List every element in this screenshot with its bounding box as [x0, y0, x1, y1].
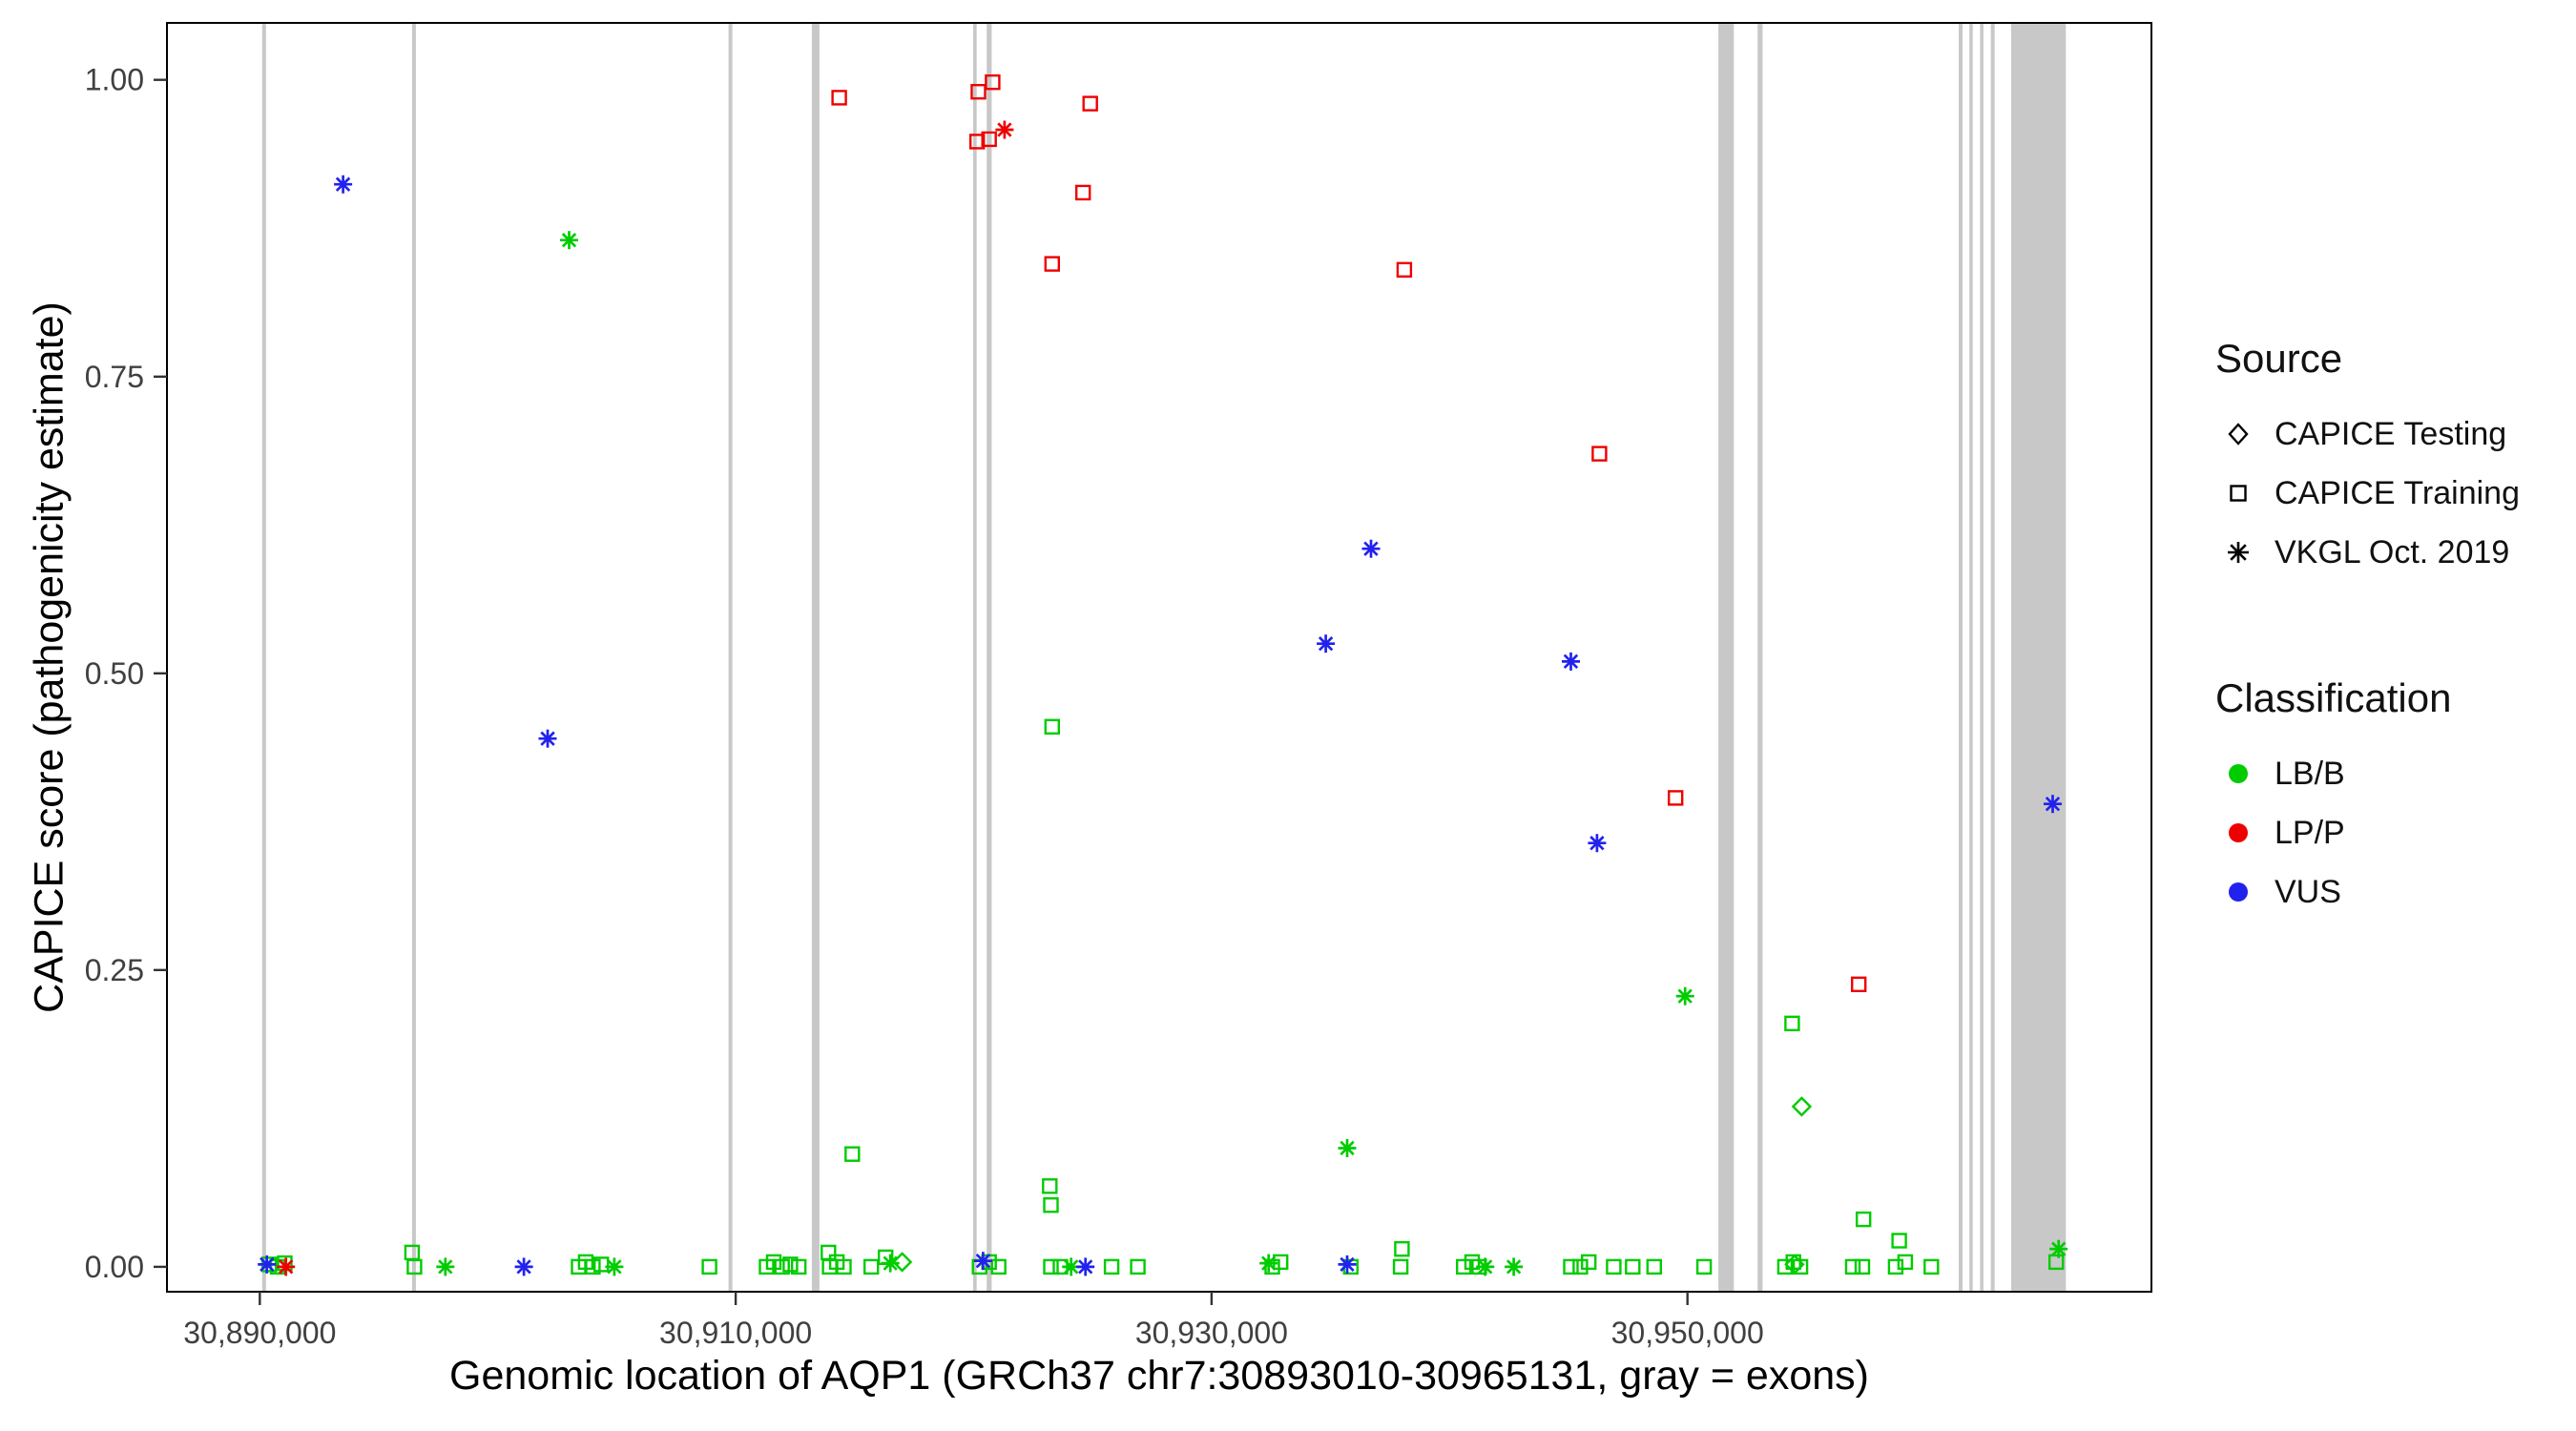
plot-panel-border	[166, 22, 2152, 1293]
exon-bars	[261, 23, 2067, 1292]
asterisk-icon	[2215, 529, 2261, 575]
svg-text:30,890,000: 30,890,000	[183, 1316, 336, 1350]
svg-text:0.25: 0.25	[85, 953, 144, 987]
legend-item-lpp: LP/P	[2215, 803, 2520, 862]
square-icon	[2215, 470, 2261, 516]
legend-item-capice-testing: CAPICE Testing	[2215, 404, 2520, 464]
lpp-dot-icon	[2215, 810, 2261, 856]
x-axis-title: Genomic location of AQP1 (GRCh37 chr7:30…	[449, 1353, 1869, 1399]
legend-item-label: VUS	[2275, 873, 2341, 910]
svg-text:30,950,000: 30,950,000	[1611, 1316, 1764, 1350]
series-1	[261, 718, 2065, 1275]
series-4	[277, 120, 1014, 1276]
svg-text:0.00: 0.00	[85, 1250, 144, 1284]
legend-item-label: VKGL Oct. 2019	[2275, 533, 2510, 570]
legend-item-label: CAPICE Testing	[2275, 415, 2507, 452]
y-axis: 0.00 0.25 0.50 0.75 1.00	[85, 63, 167, 1284]
svg-text:0.50: 0.50	[85, 656, 144, 691]
series-2	[831, 73, 1867, 993]
legend-source-title: Source	[2215, 336, 2343, 381]
diamond-icon	[2215, 411, 2261, 457]
vus-dot-icon	[2215, 869, 2261, 915]
svg-text:0.75: 0.75	[85, 360, 144, 394]
legend-classification-title: Classification	[2215, 675, 2452, 720]
legend-item-label: LP/P	[2275, 814, 2345, 851]
svg-text:1.00: 1.00	[85, 63, 144, 97]
lbb-dot-icon	[2215, 751, 2261, 797]
legend-section-classification: Classification LB/B LP/P VUS	[2215, 675, 2520, 922]
y-axis-title: CAPICE score (pathogenicity estimate)	[26, 301, 73, 1013]
series-3	[436, 231, 2068, 1276]
svg-text:30,910,000: 30,910,000	[659, 1316, 812, 1350]
x-axis: 30,890,000 30,910,000 30,930,000 30,950,000	[183, 1292, 1764, 1350]
svg-text:30,930,000: 30,930,000	[1135, 1316, 1288, 1350]
legend-item-label: LB/B	[2275, 755, 2345, 792]
legend-item-capice-training: CAPICE Training	[2215, 464, 2520, 523]
legend-item-vkgl: VKGL Oct. 2019	[2215, 523, 2520, 582]
legend: Source CAPICE Testing CAPICE Training	[2215, 336, 2520, 922]
legend-item-vus: VUS	[2215, 862, 2520, 922]
series-5	[258, 175, 2062, 1276]
legend-item-label: CAPICE Training	[2275, 474, 2520, 511]
series-0	[891, 1096, 1813, 1275]
legend-section-source: Source CAPICE Testing CAPICE Training	[2215, 336, 2520, 582]
legend-item-lbb: LB/B	[2215, 744, 2520, 803]
